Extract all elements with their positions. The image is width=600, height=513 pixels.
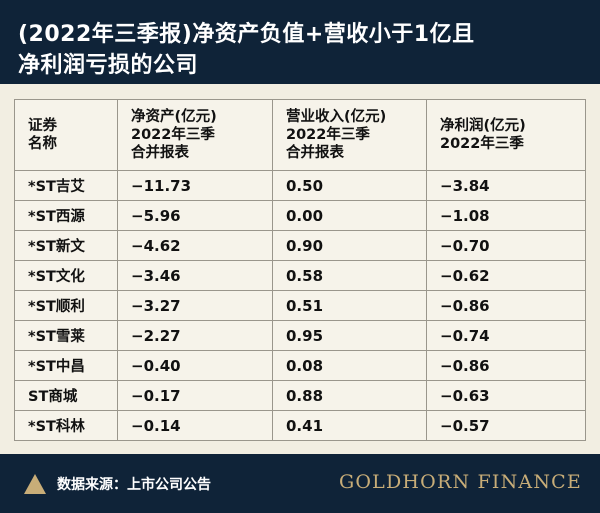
footer: 数据来源：上市公司公告 GOLDHORN FINANCE xyxy=(0,454,600,513)
net-profit-cell: −0.74 xyxy=(426,320,586,351)
revenue-cell: 0.58 xyxy=(272,260,427,291)
header-text: 2022年三季 xyxy=(440,136,524,152)
column-header-net-profit: 净利润(亿元) 2022年三季 xyxy=(426,99,586,171)
net-assets-cell: −2.27 xyxy=(117,320,273,351)
revenue-cell: 0.41 xyxy=(272,410,427,441)
net-assets-cell: −11.73 xyxy=(117,170,273,201)
table-row: *ST雪莱 −2.27 0.95 −0.74 xyxy=(14,320,586,351)
column-header-revenue: 营业收入(亿元) 2022年三季 合并报表 xyxy=(272,99,427,171)
net-profit-cell: −0.57 xyxy=(426,410,586,441)
header-text: 2022年三季 xyxy=(131,127,215,143)
table-panel: 证券 名称 净资产(亿元) 2022年三季 合并报表 营业收入(亿元) 2022… xyxy=(0,84,600,454)
revenue-cell: 0.95 xyxy=(272,320,427,351)
net-assets-cell: −3.46 xyxy=(117,260,273,291)
table-row: *ST新文 −4.62 0.90 −0.70 xyxy=(14,230,586,261)
security-name-cell: *ST吉艾 xyxy=(14,170,118,201)
page-title-line-1: (2022年三季报)净资产负值+营收小于1亿且 xyxy=(18,22,475,47)
column-header-security-name: 证券 名称 xyxy=(14,99,118,171)
table-row: *ST西源 −5.96 0.00 −1.08 xyxy=(14,200,586,231)
net-profit-cell: −0.63 xyxy=(426,380,586,411)
data-source-note: 数据来源：上市公司公告 xyxy=(57,477,211,493)
table-row: *ST吉艾 −11.73 0.50 −3.84 xyxy=(14,170,586,201)
net-profit-cell: −0.62 xyxy=(426,260,586,291)
net-assets-cell: −0.17 xyxy=(117,380,273,411)
security-name-cell: *ST顺利 xyxy=(14,290,118,321)
header-text: 营业收入(亿元) xyxy=(286,109,387,125)
revenue-cell: 0.88 xyxy=(272,380,427,411)
table-row: *ST中昌 −0.40 0.08 −0.86 xyxy=(14,350,586,381)
net-profit-cell: −1.08 xyxy=(426,200,586,231)
header-text: 合并报表 xyxy=(286,145,344,161)
security-name-cell: *ST文化 xyxy=(14,260,118,291)
net-assets-cell: −5.96 xyxy=(117,200,273,231)
triangle-icon xyxy=(24,474,46,494)
table-row: *ST顺利 −3.27 0.51 −0.86 xyxy=(14,290,586,321)
brand-logo-text: GOLDHORN FINANCE xyxy=(339,471,582,493)
header-text: 净资产(亿元) xyxy=(131,109,217,125)
revenue-cell: 0.50 xyxy=(272,170,427,201)
net-profit-cell: −3.84 xyxy=(426,170,586,201)
net-profit-cell: −0.86 xyxy=(426,350,586,381)
revenue-cell: 0.51 xyxy=(272,290,427,321)
page-title-line-2: 净利润亏损的公司 xyxy=(18,53,199,78)
header-text: 合并报表 xyxy=(131,145,189,161)
header-text: 名称 xyxy=(28,136,57,152)
net-assets-cell: −0.14 xyxy=(117,410,273,441)
header: (2022年三季报)净资产负值+营收小于1亿且 净利润亏损的公司 xyxy=(0,0,600,84)
net-profit-cell: −0.70 xyxy=(426,230,586,261)
revenue-cell: 0.00 xyxy=(272,200,427,231)
table-row: *ST科林 −0.14 0.41 −0.57 xyxy=(14,410,586,441)
revenue-cell: 0.08 xyxy=(272,350,427,381)
net-profit-cell: −0.86 xyxy=(426,290,586,321)
data-table: 证券 名称 净资产(亿元) 2022年三季 合并报表 营业收入(亿元) 2022… xyxy=(14,99,586,441)
security-name-cell: *ST中昌 xyxy=(14,350,118,381)
header-text: 2022年三季 xyxy=(286,127,370,143)
header-text: 净利润(亿元) xyxy=(440,118,526,134)
column-header-net-assets: 净资产(亿元) 2022年三季 合并报表 xyxy=(117,99,273,171)
header-text: 证券 xyxy=(28,118,57,134)
revenue-cell: 0.90 xyxy=(272,230,427,261)
net-assets-cell: −3.27 xyxy=(117,290,273,321)
security-name-cell: *ST新文 xyxy=(14,230,118,261)
table-row: ST商城 −0.17 0.88 −0.63 xyxy=(14,380,586,411)
table-header-row: 证券 名称 净资产(亿元) 2022年三季 合并报表 营业收入(亿元) 2022… xyxy=(14,99,586,171)
table-row: *ST文化 −3.46 0.58 −0.62 xyxy=(14,260,586,291)
security-name-cell: *ST科林 xyxy=(14,410,118,441)
security-name-cell: ST商城 xyxy=(14,380,118,411)
net-assets-cell: −0.40 xyxy=(117,350,273,381)
security-name-cell: *ST雪莱 xyxy=(14,320,118,351)
net-assets-cell: −4.62 xyxy=(117,230,273,261)
security-name-cell: *ST西源 xyxy=(14,200,118,231)
